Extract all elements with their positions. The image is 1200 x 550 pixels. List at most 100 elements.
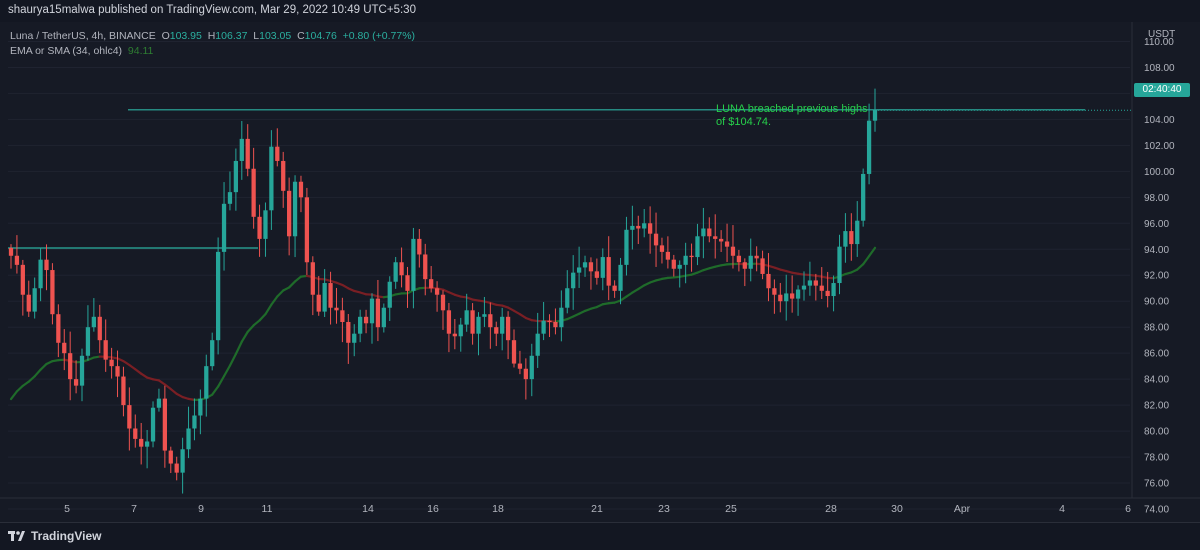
candle-body (624, 230, 628, 265)
time-tick-label: 14 (362, 503, 374, 515)
price-tick-label: 108.00 (1144, 63, 1175, 74)
candle-body (648, 223, 652, 233)
close-label: C (297, 30, 305, 42)
candle-body (121, 377, 125, 406)
candle-body (689, 256, 693, 257)
candle-body (382, 308, 386, 327)
candle-body (186, 428, 190, 449)
price-tick-label: 84.00 (1144, 375, 1169, 386)
candle-body (601, 257, 605, 278)
candle-body (210, 340, 214, 366)
candle-body (577, 267, 581, 272)
candle-body (595, 271, 599, 277)
candle-body (802, 286, 806, 290)
candle-body (33, 288, 37, 311)
candle-body (417, 239, 421, 255)
price-tick-label: 98.00 (1144, 193, 1169, 204)
candle-body (766, 274, 770, 288)
candle-body (826, 291, 830, 296)
price-tick-label: 100.00 (1144, 167, 1175, 178)
candle-body (388, 282, 392, 308)
ema-segment (857, 264, 863, 269)
ema-segment (295, 277, 301, 282)
time-tick-label: 21 (591, 503, 603, 515)
candle-body (849, 231, 853, 244)
ema-segment (271, 296, 277, 304)
candle-body (796, 290, 800, 299)
candle-body (814, 280, 818, 285)
ema-segment (863, 256, 869, 264)
price-tick-label: 78.00 (1144, 453, 1169, 464)
candle-body (476, 317, 480, 334)
indicator-name: EMA or SMA (34, ohlc4) (10, 45, 122, 57)
candle-body (287, 191, 291, 236)
candle-body (465, 310, 469, 324)
candle-body (376, 299, 380, 328)
candle-body (169, 451, 173, 464)
ema-segment (171, 389, 177, 394)
candle-body (323, 283, 327, 312)
candle-body (74, 379, 78, 385)
indicator-legend: EMA or SMA (34, ohlc4) 94.11 (10, 45, 153, 57)
candle-body (50, 270, 54, 314)
price-tick-label: 94.00 (1144, 245, 1169, 256)
candle-body (358, 317, 362, 334)
tradingview-logo[interactable]: TradingView (8, 529, 101, 543)
candle-body (642, 223, 646, 228)
candle-body (666, 252, 670, 260)
candle-body (441, 295, 445, 311)
candlestick-chart[interactable]: 74.0076.0078.0080.0082.0084.0086.0088.00… (0, 22, 1200, 522)
candle-body (293, 182, 297, 237)
candle-body (530, 356, 534, 379)
candle-body (269, 147, 273, 211)
ema-segment (212, 387, 218, 395)
ema-segment (41, 364, 47, 370)
candle-body (80, 356, 84, 386)
candle-body (559, 308, 563, 327)
candle-body (755, 256, 759, 259)
candle-body (737, 256, 741, 262)
ema-segment (289, 281, 295, 287)
time-tick-label: Apr (954, 503, 971, 515)
ema-segment (17, 386, 23, 392)
time-tick-label: 7 (131, 503, 137, 515)
candle-body (701, 228, 705, 236)
candle-body (346, 322, 350, 343)
candle-body (636, 226, 640, 229)
candle-body (92, 317, 96, 327)
candle-body (447, 310, 451, 333)
candle-body (654, 234, 658, 246)
close-value: 104.76 (305, 30, 337, 42)
candle-body (62, 343, 66, 353)
candle-body (488, 314, 492, 327)
candle-body (678, 265, 682, 269)
candle-body (861, 174, 865, 221)
candle-body (9, 248, 13, 256)
candle-body (98, 317, 102, 340)
price-tick-label: 104.00 (1144, 115, 1175, 126)
candle-body (86, 327, 90, 356)
candle-body (429, 279, 433, 288)
candle-body (246, 139, 250, 169)
candle-body (370, 299, 374, 324)
candle-body (453, 334, 457, 337)
candle-body (38, 260, 42, 289)
candle-body (837, 247, 841, 283)
candle-body (749, 256, 753, 269)
time-tick-label: 23 (658, 503, 670, 515)
candle-body (104, 340, 108, 359)
publisher-credit: shaurya15malwa published on TradingView.… (8, 4, 416, 16)
low-value: 103.05 (259, 30, 291, 42)
candle-body (305, 197, 309, 262)
level-lines (8, 110, 1132, 248)
ema-segment (35, 370, 41, 377)
price-tick-label: 74.00 (1144, 505, 1169, 516)
time-tick-label: 6 (1125, 503, 1131, 515)
ema-segment (248, 325, 254, 332)
candle-body (109, 360, 113, 366)
candle-body (589, 262, 593, 271)
candle-body (317, 295, 321, 312)
candle-body (778, 295, 782, 301)
